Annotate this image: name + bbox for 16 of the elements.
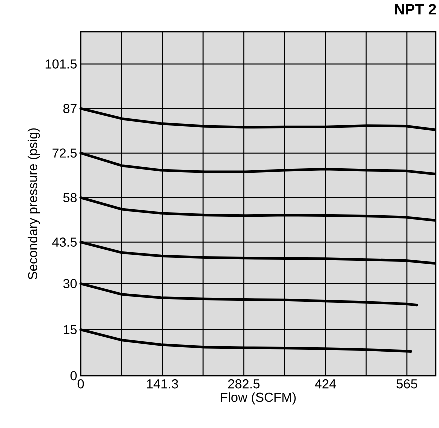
y-tick-label: 15	[64, 325, 77, 334]
y-tick-label: 87	[64, 104, 77, 114]
y-tick-label: 58	[64, 193, 77, 202]
y-tick-label: 101.5	[46, 60, 77, 69]
y-tick-label: 0	[70, 371, 77, 381]
x-tick-label: 424	[315, 380, 336, 389]
y-tick-label: 72.5	[52, 148, 77, 158]
x-axis-title: Flow (SCFM)	[221, 392, 296, 405]
x-tick-label: 0	[78, 380, 84, 389]
y-tick-label: 43.5	[52, 238, 77, 247]
x-tick-label: 565	[396, 380, 418, 389]
y-tick-label: 30	[64, 279, 77, 288]
x-tick-label: 282.5	[228, 380, 260, 389]
x-tick-label: 141.3	[147, 380, 178, 389]
y-axis-title: Secondary pressure (psig)	[28, 128, 40, 280]
chart-title: NPT 2	[395, 4, 436, 15]
